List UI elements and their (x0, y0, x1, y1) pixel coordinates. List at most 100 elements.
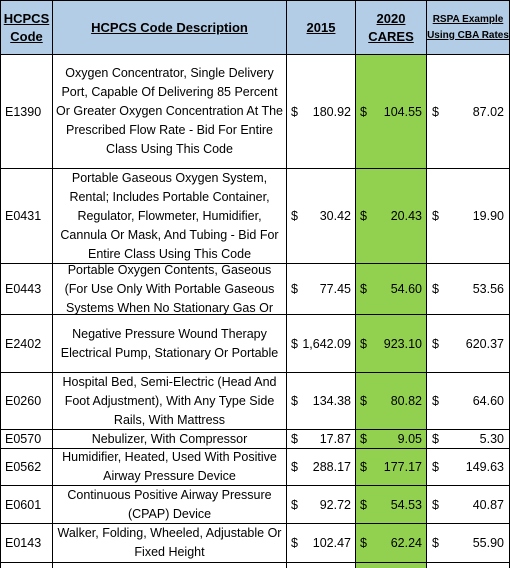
rspa-example-rate: 5.30 (479, 432, 504, 446)
currency-symbol: $ (432, 282, 439, 296)
rate-2020-cares: 80.82 (390, 394, 422, 408)
code-description: Hospital Bed, Semi-Electric (Head And Fo… (62, 374, 277, 427)
table-row: E0443 Portable Oxygen Contents, Gaseous (… (0, 264, 510, 315)
table-row: E0431 Portable Gaseous Oxygen System, Ren… (0, 169, 510, 264)
currency-symbol: $ (432, 394, 439, 408)
rate-2015-cell: $134.38 (287, 373, 356, 430)
code-description: Portable Oxygen Contents, Gaseous (For U… (64, 264, 275, 315)
code-description: Nebulizer, With Compressor (91, 431, 248, 446)
hcpcs-code: E0260 (5, 394, 42, 408)
rspa-example-cell: $64.60 (427, 373, 510, 430)
partial-cell (356, 563, 427, 568)
rate-2015: 92.72 (319, 497, 351, 512)
rspa-example-cell: $87.02 (427, 55, 510, 169)
rate-2015-cell: $92.72 (287, 486, 356, 524)
currency-symbol: $ (291, 394, 298, 408)
rspa-example-rate: 620.37 (465, 336, 504, 351)
currency-symbol: $ (291, 282, 298, 296)
rspa-example-cell: $55.90 (427, 524, 510, 563)
currency-symbol: $ (360, 497, 367, 512)
hcpcs-code-cell: E0260 (0, 373, 53, 430)
rate-2015-cell: $17.87 (287, 430, 356, 449)
rate-2020-cares-cell: $923.10 (356, 315, 427, 373)
rate-2020-cares-cell: $177.17 (356, 449, 427, 486)
currency-symbol: $ (291, 432, 298, 446)
header-description: HCPCS Code Description (53, 0, 287, 55)
rate-2015: 180.92 (312, 104, 351, 119)
header-2020-cares: 2020 CARES (356, 0, 427, 55)
rate-2015: 1,642.09 (302, 336, 351, 351)
header-rspa-example: RSPA Example Using CBA Rates (427, 0, 510, 55)
hcpcs-code: E2402 (5, 336, 42, 351)
hcpcs-code: E0443 (5, 282, 42, 296)
currency-symbol: $ (360, 209, 367, 223)
rspa-example-cell: $620.37 (427, 315, 510, 373)
rate-2020-cares-cell: $9.05 (356, 430, 427, 449)
rspa-example-cell: $40.87 (427, 486, 510, 524)
rate-2015-cell: $180.92 (287, 55, 356, 169)
table-row: E1390 Oxygen Concentrator, Single Deliver… (0, 55, 510, 169)
table-row: E0570 Nebulizer, With Compressor $17.87 $9.… (0, 430, 510, 449)
description-cell: Negative Pressure Wound Therapy Electric… (53, 315, 287, 373)
rspa-example-rate: 149.63 (465, 460, 504, 474)
description-cell: Nebulizer, With Compressor (53, 430, 287, 449)
partial-cell (427, 563, 510, 568)
rspa-example-rate: 19.90 (472, 209, 504, 223)
table-row-partial (0, 563, 510, 568)
rate-2015-cell: $1,642.09 (287, 315, 356, 373)
rspa-example-rate: 53.56 (472, 282, 504, 296)
description-cell: Hospital Bed, Semi-Electric (Head And Fo… (53, 373, 287, 430)
table-row: E0260 Hospital Bed, Semi-Electric (Head A… (0, 373, 510, 430)
partial-cell (53, 563, 287, 568)
rate-2020-cares: 54.53 (390, 497, 422, 512)
rate-2015-cell: $77.45 (287, 264, 356, 315)
rspa-example-rate: 87.02 (472, 104, 504, 119)
rate-2020-cares: 62.24 (390, 536, 422, 550)
hcpcs-code: E0143 (5, 536, 42, 550)
currency-symbol: $ (291, 497, 298, 512)
hcpcs-code: E0431 (5, 209, 42, 223)
rate-2020-cares: 9.05 (397, 432, 422, 446)
rate-2020-cares-cell: $104.55 (356, 55, 427, 169)
hcpcs-code-cell: E1390 (0, 55, 53, 169)
rate-2020-cares-cell: $54.60 (356, 264, 427, 315)
description-cell: Oxygen Concentrator, Single Delivery Por… (53, 55, 287, 169)
currency-symbol: $ (360, 536, 367, 550)
table-row: E0601 Continuous Positive Airway Pressure… (0, 486, 510, 524)
rate-2015: 102.47 (312, 536, 351, 550)
hcpcs-code-cell: E0443 (0, 264, 53, 315)
currency-symbol: $ (291, 336, 298, 351)
currency-symbol: $ (360, 336, 367, 351)
code-description: Oxygen Concentrator, Single Delivery Por… (56, 66, 283, 156)
rate-2015-cell: $30.42 (287, 169, 356, 264)
currency-symbol: $ (432, 460, 439, 474)
code-description: Humidifier, Heated, Used With Positive A… (62, 450, 277, 483)
hcpcs-code: E0562 (5, 460, 42, 474)
header-2015: 2015 (287, 0, 356, 55)
rate-2020-cares-cell: $54.53 (356, 486, 427, 524)
partial-cell (287, 563, 356, 568)
hcpcs-code-cell: E0570 (0, 430, 53, 449)
currency-symbol: $ (360, 460, 367, 474)
code-description: Continuous Positive Airway Pressure (CPA… (67, 487, 272, 521)
hcpcs-code-cell: E0431 (0, 169, 53, 264)
rspa-example-cell: $19.90 (427, 169, 510, 264)
rate-2015-cell: $102.47 (287, 524, 356, 563)
currency-symbol: $ (432, 432, 439, 446)
rate-2015: 30.42 (319, 209, 351, 223)
currency-symbol: $ (432, 104, 439, 119)
currency-symbol: $ (360, 282, 367, 296)
rate-2020-cares-cell: $62.24 (356, 524, 427, 563)
hcpcs-code: E0570 (5, 432, 42, 446)
table-row: E0143 Walker, Folding, Wheeled, Adjustabl… (0, 524, 510, 563)
header-hcpcs-code: HCPCS Code (0, 0, 53, 55)
rspa-example-cell: $53.56 (427, 264, 510, 315)
rate-2015-cell: $288.17 (287, 449, 356, 486)
description-cell: Portable Oxygen Contents, Gaseous (For U… (53, 264, 287, 315)
rspa-example-rate: 40.87 (472, 497, 504, 512)
currency-symbol: $ (291, 536, 298, 550)
currency-symbol: $ (432, 536, 439, 550)
rspa-example-cell: $149.63 (427, 449, 510, 486)
partial-cell (0, 563, 53, 568)
currency-symbol: $ (360, 432, 367, 446)
